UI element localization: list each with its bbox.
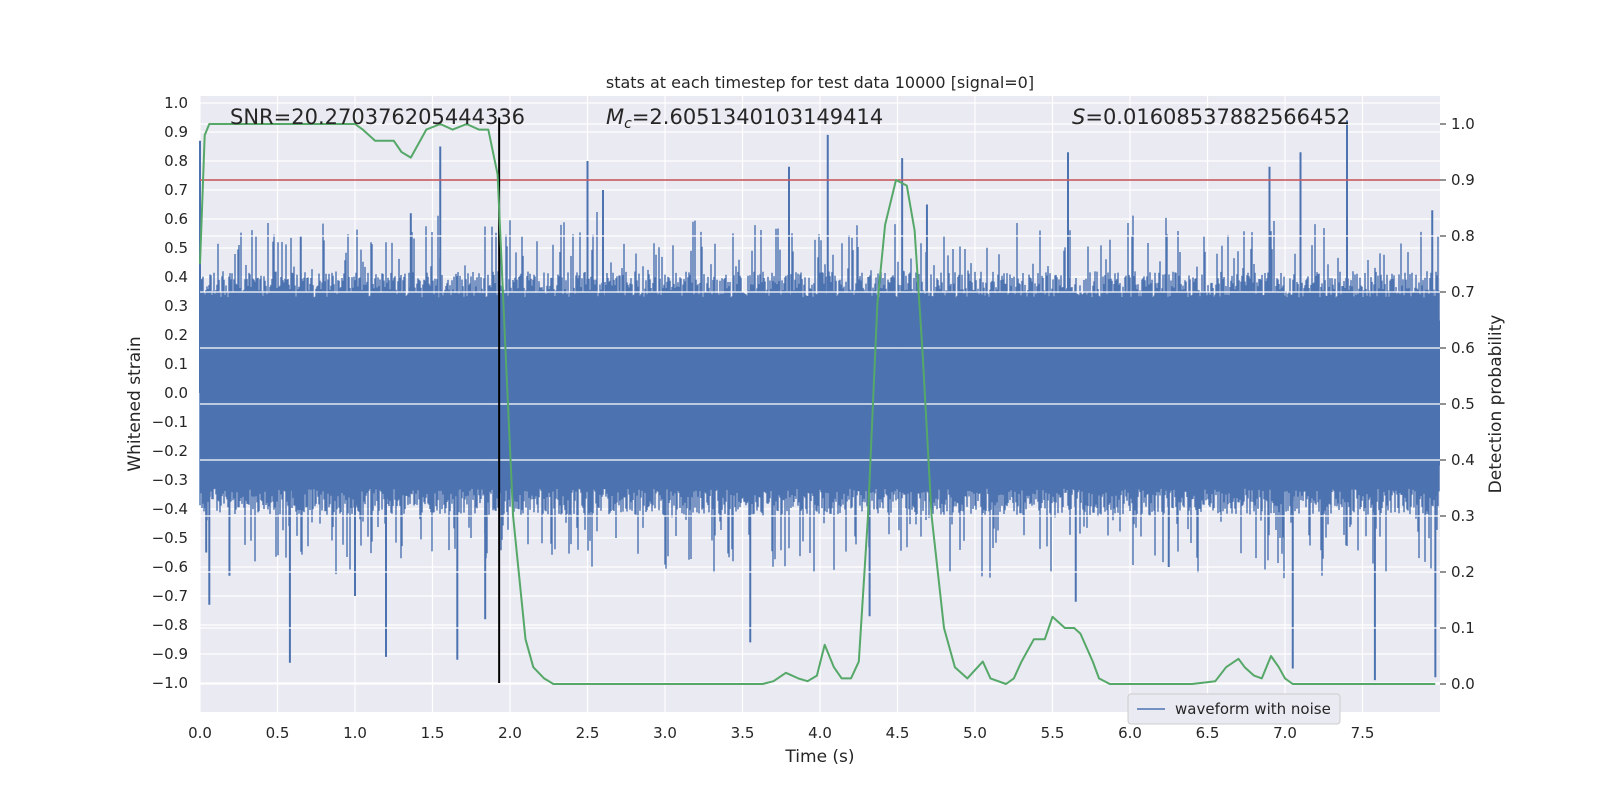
x-tick-label: 6.5 <box>1196 724 1220 742</box>
x-tick-label: 6.0 <box>1118 724 1142 742</box>
y-right-tick-label: 0.6 <box>1451 339 1475 357</box>
y-right-tick-label: 1.0 <box>1451 115 1475 133</box>
y-left-tick-label: 0.7 <box>164 181 188 199</box>
y-right-axis-label: Detection probability <box>1486 315 1506 494</box>
x-tick-label: 3.5 <box>731 724 755 742</box>
x-tick-label: 5.0 <box>963 724 987 742</box>
x-tick-label: 0.5 <box>266 724 290 742</box>
y-left-tick-label: 1.0 <box>164 94 188 112</box>
snr-annotation: SNR=20.270376205444336 <box>230 105 525 129</box>
y-right-tick-label: 0.9 <box>1451 171 1475 189</box>
y-left-tick-label: 0.2 <box>164 326 188 344</box>
x-tick-label: 4.0 <box>808 724 832 742</box>
y-right-tick-label: 0.8 <box>1451 227 1475 245</box>
detection-probability-line <box>199 123 1436 685</box>
x-tick-label: 7.0 <box>1273 724 1297 742</box>
y-left-axis-label: Whitened strain <box>125 336 145 471</box>
s-annotation: S=0.01608537882566452 <box>1072 105 1350 129</box>
x-tick-label: 2.5 <box>576 724 600 742</box>
y-left-tick-label: 0.6 <box>164 210 188 228</box>
right-axis-gridlines <box>200 123 1440 685</box>
chirp-mass-value: =2.6051340103149414 <box>632 105 883 129</box>
x-tick-label: 1.5 <box>421 724 445 742</box>
y-left-tick-label: −0.2 <box>152 442 188 460</box>
x-tick-label: 2.0 <box>498 724 522 742</box>
y-left-axis-ticks: 1.0 0.9 0.8 0.7 0.6 0.5 0.4 0.3 0.2 0.1 0.0 −0.1 −0.… <box>152 94 188 692</box>
y-left-tick-label: −0.3 <box>152 471 188 489</box>
y-left-tick-label: 0.3 <box>164 297 188 315</box>
chart-title: stats at each timestep for test data 100… <box>606 73 1034 92</box>
x-tick-label: 5.5 <box>1041 724 1065 742</box>
legend-box <box>1127 693 1341 725</box>
x-tick-label: 0.0 <box>188 724 212 742</box>
waveform-core <box>200 320 1440 466</box>
y-left-tick-label: −0.7 <box>152 587 188 605</box>
y-left-tick-label: 0.4 <box>164 268 188 286</box>
y-left-tick-label: 0.1 <box>164 355 188 373</box>
y-left-tick-label: 0.9 <box>164 123 188 141</box>
x-tick-label: 3.0 <box>653 724 677 742</box>
y-left-tick-label: 0.5 <box>164 239 188 257</box>
y-left-tick-label: −0.1 <box>152 413 188 431</box>
s-value: =0.01608537882566452 <box>1085 105 1350 129</box>
x-axis-ticks: 0.0 0.5 1.0 1.5 2.0 2.5 3.0 3.5 4.0 4.5 5.0 5.5 6.0 6… <box>188 724 1374 742</box>
y-left-tick-label: −0.6 <box>152 558 188 576</box>
y-right-tick-label: 0.2 <box>1451 563 1475 581</box>
chirp-mass-symbol: M <box>606 105 624 129</box>
legend-label: waveform with noise <box>1175 700 1331 718</box>
y-left-tick-label: 0.0 <box>164 384 188 402</box>
chirp-mass-subscript: c <box>624 116 632 132</box>
legend: waveform with noise <box>1127 693 1341 725</box>
y-left-tick-label: −0.5 <box>152 529 188 547</box>
y-right-tick-label: 0.0 <box>1451 675 1475 693</box>
y-left-tick-label: −0.8 <box>152 616 188 634</box>
y-right-tick-label: 0.5 <box>1451 395 1475 413</box>
chirp-mass-annotation: Mc=2.6051340103149414 <box>606 105 883 132</box>
y-left-tick-label: −0.4 <box>152 500 188 518</box>
y-right-tick-label: 0.3 <box>1451 507 1475 525</box>
x-axis-label: Time (s) <box>784 747 854 767</box>
y-left-tick-label: 0.8 <box>164 152 188 170</box>
x-tick-label: 4.5 <box>886 724 910 742</box>
x-tick-label: 7.5 <box>1351 724 1375 742</box>
waveform-series <box>199 120 1440 681</box>
y-right-tick-label: 0.4 <box>1451 451 1475 469</box>
s-symbol: S <box>1072 105 1085 129</box>
y-right-axis-ticks: 1.0 0.9 0.8 0.7 0.6 0.5 0.4 0.3 0.2 0.1 0.0 <box>1440 115 1475 693</box>
y-left-tick-label: −1.0 <box>152 674 188 692</box>
y-right-tick-label: 0.1 <box>1451 619 1475 637</box>
x-tick-label: 1.0 <box>343 724 367 742</box>
y-right-tick-label: 0.7 <box>1451 283 1475 301</box>
y-left-tick-label: −0.9 <box>152 645 188 663</box>
